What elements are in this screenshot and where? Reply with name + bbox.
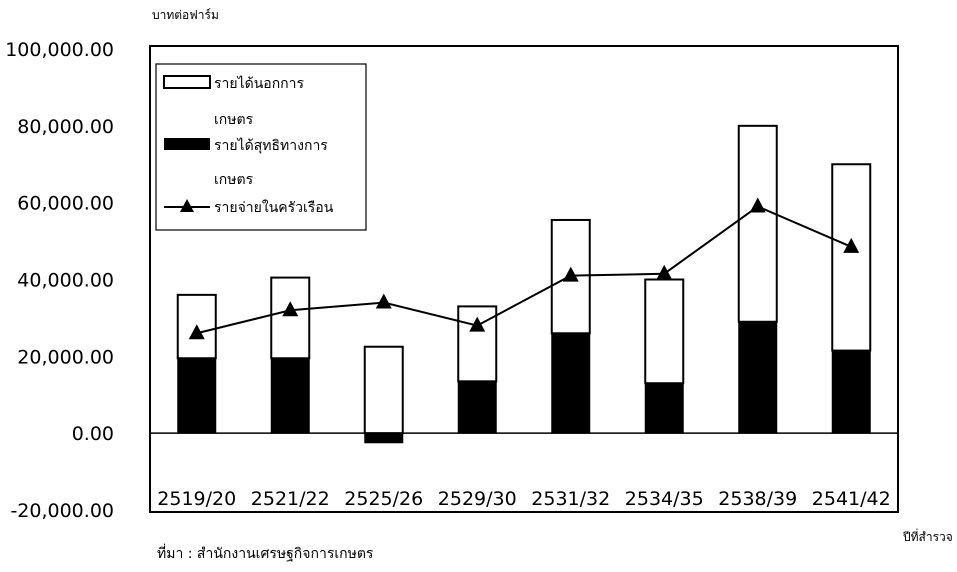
y-tick-label: 100,000.00 (5, 39, 114, 61)
y-tick-label: -20,000.00 (10, 500, 114, 522)
bar-nonfarm-income (365, 347, 403, 433)
x-axis-label: ปีที่สำรวจ (902, 528, 952, 544)
bar-net-farm-income (832, 351, 870, 434)
source-note: ที่มา : สำนักงานเศรษฐกิจการเกษตร (157, 544, 374, 562)
bar-net-farm-income (271, 358, 309, 433)
legend-swatch-nonfarm-income (164, 76, 210, 88)
legend-label-expense: รายจ่ายในครัวเรือน (214, 199, 334, 216)
y-tick-label: 80,000.00 (17, 116, 114, 138)
y-tick-label: 20,000.00 (17, 346, 114, 368)
bar-nonfarm-income (832, 164, 870, 350)
legend-label-net-farm-income-2: เกษตร (214, 172, 254, 188)
y-tick-label: 40,000.00 (17, 270, 114, 292)
bar-nonfarm-income (739, 126, 777, 322)
legend-label-nonfarm-income-1: รายได้นอกการ (214, 75, 305, 92)
y-axis-unit-label: บาทต่อฟาร์ม (152, 8, 219, 22)
y-tick-label: 0.00 (72, 423, 114, 445)
x-category-label: 2541/42 (812, 488, 891, 510)
bar-net-farm-income (365, 433, 403, 443)
x-category-label: 2525/26 (344, 488, 423, 510)
x-category-label: 2531/32 (531, 488, 610, 510)
x-category-label: 2538/39 (718, 488, 797, 510)
legend-label-net-farm-income-1: รายได้สุทธิทางการ (214, 137, 328, 154)
bar-nonfarm-income (645, 280, 683, 384)
y-tick-label: 60,000.00 (17, 193, 114, 215)
bar-net-farm-income (458, 381, 496, 433)
bar-net-farm-income (739, 322, 777, 433)
bar-net-farm-income (645, 383, 683, 433)
x-category-label: 2529/30 (438, 488, 517, 510)
bar-nonfarm-income (271, 278, 309, 359)
x-category-label: 2521/22 (251, 488, 330, 510)
legend: รายได้นอกการ เกษตร รายได้สุทธิทางการ เกษ… (156, 64, 366, 230)
y-axis-ticks: 100,000.00 80,000.00 60,000.00 40,000.00 20,… (5, 39, 114, 522)
bar-net-farm-income (178, 358, 216, 433)
legend-swatch-net-farm-income (164, 138, 210, 150)
legend-label-nonfarm-income-2: เกษตร (214, 112, 254, 128)
x-category-label: 2519/20 (157, 488, 236, 510)
bar-net-farm-income (552, 333, 590, 433)
x-category-label: 2534/35 (625, 488, 704, 510)
